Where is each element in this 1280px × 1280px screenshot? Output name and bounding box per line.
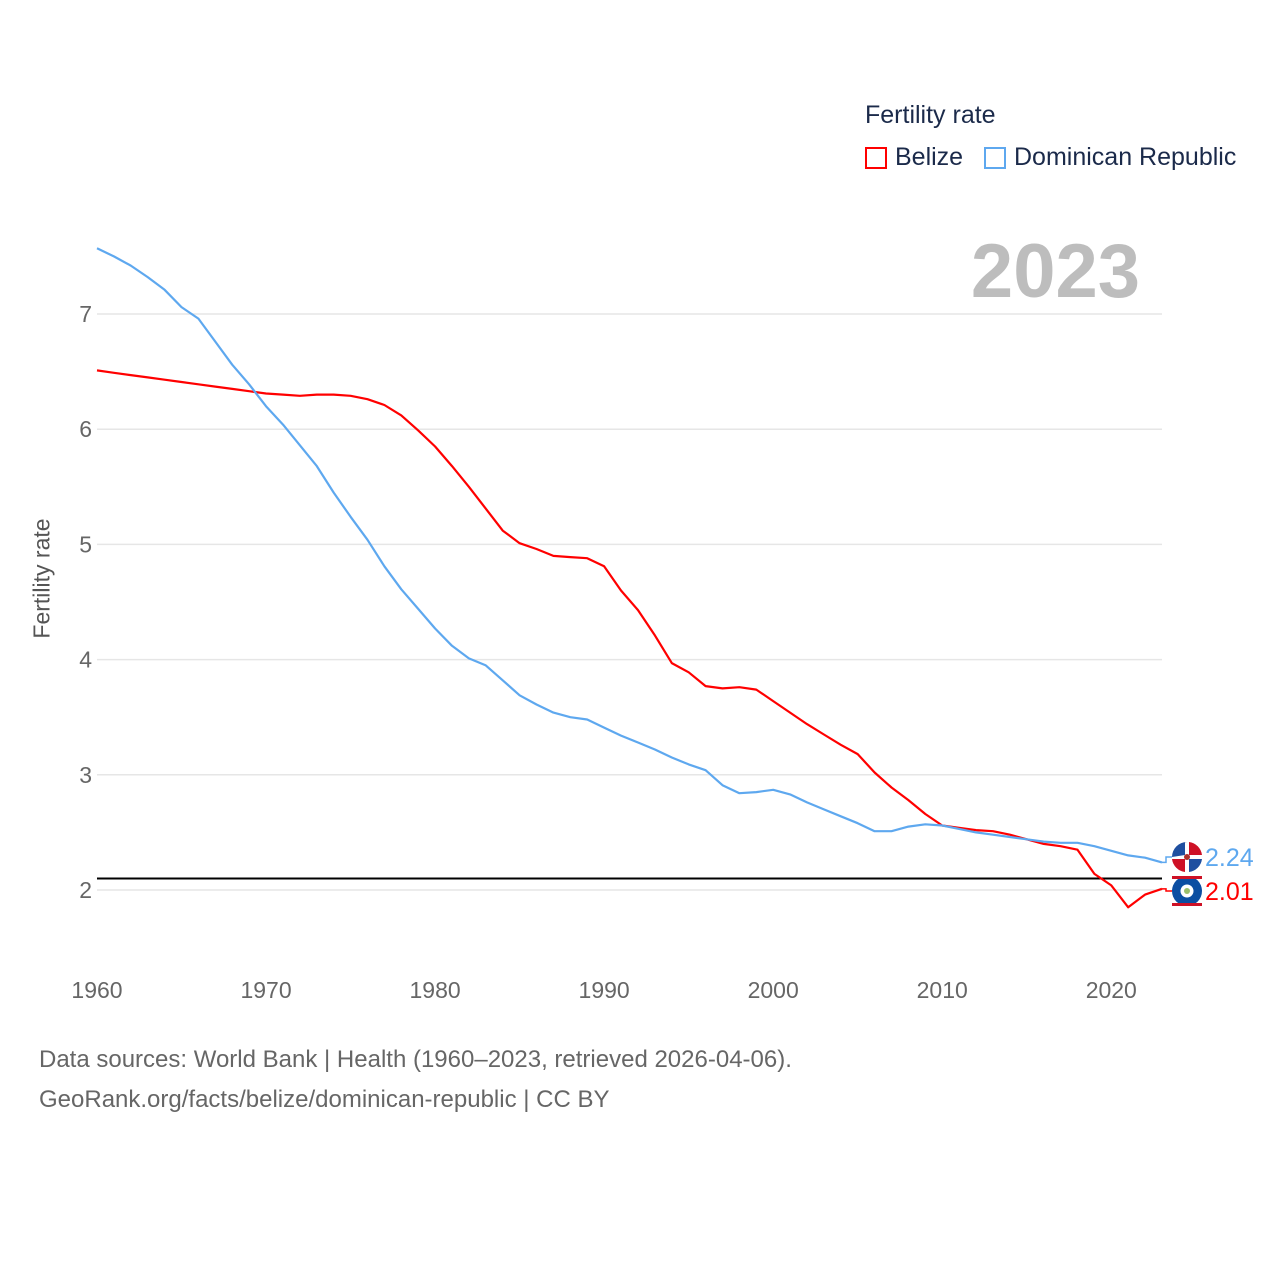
legend-item-belize[interactable]: Belize	[865, 143, 963, 172]
year-label: 2023	[970, 229, 1140, 314]
end-value-label: 2.24	[1205, 844, 1254, 872]
flag-quadrant	[1189, 859, 1202, 872]
legend-label: Dominican Republic	[1014, 143, 1237, 171]
end-connector	[1162, 856, 1172, 864]
x-tick-label: 1980	[410, 977, 461, 1003]
x-tick-label: 2010	[917, 977, 968, 1003]
belize-flag-emblem-center	[1184, 888, 1190, 894]
y-tick-label: 4	[79, 647, 92, 673]
legend-swatch-dominican-republic	[984, 146, 1006, 169]
legend-title: Fertility rate	[865, 101, 996, 129]
y-axis-title: Fertility rate	[28, 518, 55, 639]
y-tick-label: 7	[79, 301, 92, 327]
flag-quadrant	[1172, 859, 1185, 872]
footer-sources: Data sources: World Bank | Health (1960–…	[39, 1046, 792, 1073]
series-line-belize	[96, 369, 1163, 909]
belize-flag-stripe	[1172, 876, 1202, 879]
series-line-dominican-republic	[96, 247, 1163, 864]
flag-quadrant	[1189, 842, 1202, 855]
flag-quadrant	[1172, 842, 1187, 857]
legend-swatch-belize	[865, 146, 887, 169]
x-tick-label: 1960	[71, 977, 122, 1003]
belize-flag-stripe	[1172, 903, 1202, 906]
x-tick-label: 2000	[748, 977, 799, 1003]
footer-link[interactable]: GeoRank.org/facts/belize/dominican-repub…	[39, 1086, 610, 1113]
x-tick-label: 2020	[1086, 977, 1137, 1003]
y-tick-label: 3	[79, 762, 92, 788]
x-tick-label: 1970	[240, 977, 291, 1003]
flag-emblem	[1184, 854, 1190, 860]
x-tick-label: 1990	[579, 977, 630, 1003]
y-tick-label: 6	[79, 416, 92, 442]
end-value-label: 2.01	[1205, 878, 1254, 906]
y-tick-label: 5	[79, 531, 92, 557]
y-tick-label: 2	[79, 877, 92, 903]
legend-item-dominican-republic[interactable]: Dominican Republic	[984, 143, 1236, 172]
end-connector	[1162, 888, 1172, 892]
legend-label: Belize	[895, 143, 964, 171]
